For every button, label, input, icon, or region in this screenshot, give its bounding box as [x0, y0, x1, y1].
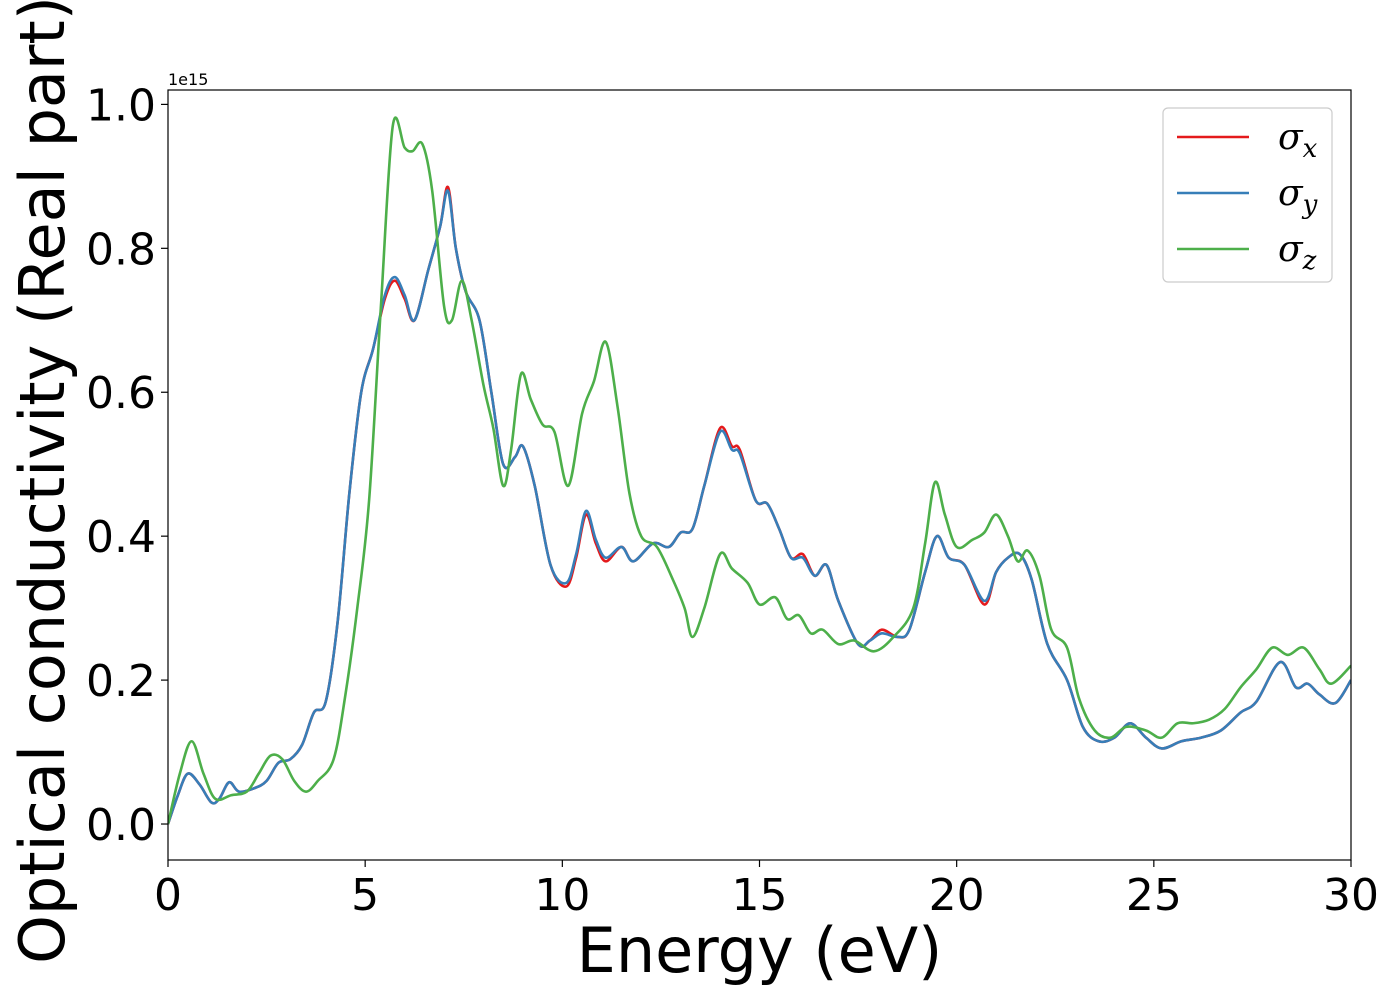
x-tick-label: 15 [732, 870, 788, 921]
legend-label: σy [1278, 173, 1318, 220]
legend: σx σy σz [1162, 107, 1333, 283]
x-tick-label: 10 [534, 870, 590, 921]
legend-box [1162, 107, 1333, 283]
series-line-z [168, 116, 1351, 825]
x-tick-label: 0 [154, 870, 182, 921]
x-tick-label: 5 [351, 870, 379, 921]
y-tick-label: 1.0 [86, 80, 156, 131]
x-axis-label: Energy (eV) [577, 914, 943, 987]
legend-item-x: σx [1177, 117, 1318, 164]
x-tick-label: 30 [1323, 870, 1379, 921]
y-tick-label: 0.8 [86, 224, 156, 275]
y-tick-label: 0.0 [86, 800, 156, 851]
x-tick-label: 20 [929, 870, 985, 921]
x-axis: 0 5 10 15 20 25 30 [154, 860, 1379, 921]
x-tick-label: 25 [1126, 870, 1182, 921]
y-tick-label: 0.4 [86, 512, 156, 563]
y-offset-label: 1e15 [168, 70, 208, 89]
y-tick-label: 0.6 [86, 368, 156, 419]
series-layer [168, 116, 1351, 825]
y-axis-label: Optical conductivity (Real part) [6, 0, 79, 964]
y-axis: 0.0 0.2 0.4 0.6 0.8 1.0 [86, 80, 168, 851]
legend-item-z: σz [1177, 229, 1317, 276]
series-line-y [168, 189, 1351, 825]
legend-label: σz [1278, 229, 1317, 276]
legend-label: σx [1278, 117, 1318, 164]
legend-item-y: σy [1177, 173, 1318, 220]
y-tick-label: 0.2 [86, 656, 156, 707]
